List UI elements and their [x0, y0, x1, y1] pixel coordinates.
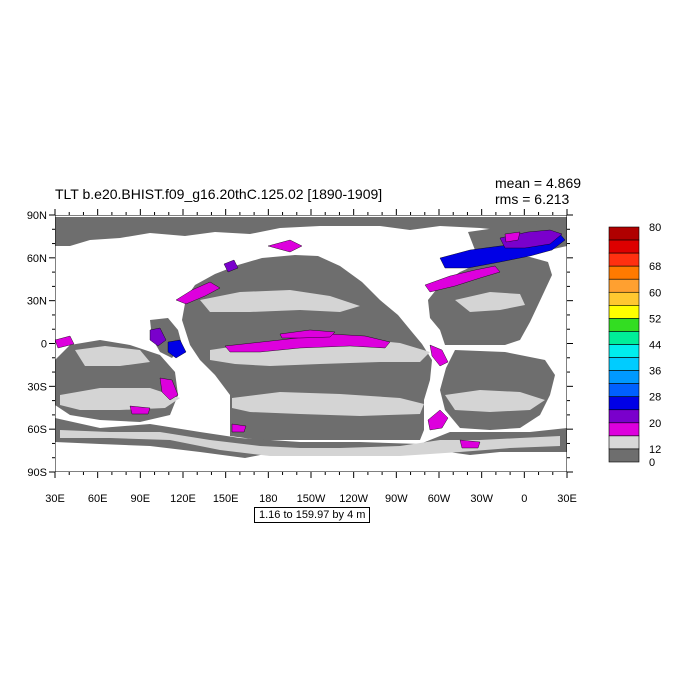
colorbar-box [608, 344, 640, 358]
colorbar-label: 80 [649, 222, 661, 234]
lat-label: 60S [27, 424, 47, 436]
rms-stat: rms = 6.213 [495, 191, 570, 207]
lat-label: 30N [27, 296, 47, 308]
rms-label: rms [495, 191, 519, 207]
colorbar-box [608, 396, 640, 411]
west-indian-magenta [159, 377, 179, 401]
drake-passage-magenta [427, 409, 449, 431]
lon-label: 0 [521, 493, 527, 505]
colorbar-box [608, 357, 640, 371]
mean-label: mean [495, 175, 531, 191]
lon-label: 90W [385, 493, 408, 505]
colorbar-box [608, 318, 640, 332]
colorbar-box [608, 448, 640, 463]
colorbar-box [608, 291, 640, 306]
lon-label: 150E [213, 493, 239, 505]
colorbar-box [608, 331, 640, 345]
north-pacific-band [200, 290, 360, 312]
greenland-magenta [504, 231, 521, 243]
colorbar-label: 60 [649, 287, 661, 299]
colorbar-label: 68 [649, 261, 661, 273]
colorbar-box [608, 383, 640, 398]
lon-label: 30E [45, 493, 65, 505]
kuroshio-magenta [175, 281, 221, 305]
colorbar-box [608, 422, 640, 437]
colorbar-label: 20 [649, 418, 661, 430]
bering-magenta [267, 239, 303, 253]
plot-title: TLT b.e20.BHIST.f09_g16.20thC.125.02 [18… [55, 186, 383, 202]
colorbar-box [608, 252, 640, 267]
colorbar-label: 36 [649, 366, 661, 378]
arctic-ocean [55, 217, 567, 246]
north-atlantic-purple [499, 229, 563, 249]
colorbar-box [608, 239, 640, 254]
lon-label: 60E [88, 493, 108, 505]
southern-light-band [60, 430, 560, 456]
colorbar-label: 0 [649, 457, 655, 469]
contour-range-label: 1.16 to 159.97 by 4 m [254, 507, 371, 523]
peru-magenta [429, 344, 449, 367]
lon-label: 30W [470, 493, 493, 505]
south-atlantic-band [445, 390, 545, 412]
colorbar-box [608, 278, 640, 293]
colorbar: 80 68 60 52 44 36 28 20 120 [608, 222, 661, 469]
indian-band [60, 388, 180, 410]
south-pacific-band [232, 392, 424, 416]
colorbar-label: 52 [649, 313, 661, 325]
colorbar-box [608, 226, 640, 241]
lat-label: 90S [27, 467, 47, 479]
mean-stat: mean = 4.869 [495, 175, 582, 191]
colorbar-box [608, 435, 640, 450]
lat-label: 60N [27, 253, 47, 265]
indo-blue [167, 339, 187, 359]
axis-ticks [49, 209, 573, 478]
axis-labels: 90N 60N 30N 0 30S 60S 90S 30E 60E 90E 120E 150E 180 1… [27, 210, 577, 505]
lat-label: 90N [27, 210, 47, 222]
okhotsk-purple [223, 259, 239, 273]
equatorial-magenta-band-2 [279, 329, 336, 339]
lon-label: 120W [339, 493, 368, 505]
south-atlantic-magenta [459, 439, 481, 449]
lon-label: 180 [259, 493, 277, 505]
rms-value: 6.213 [534, 191, 570, 207]
southern-magenta-2 [231, 423, 247, 433]
colorbar-box [608, 409, 640, 424]
colored-features-layer [55, 229, 566, 449]
mean-value: 4.869 [546, 175, 582, 191]
colorbar-box [608, 370, 640, 384]
colorbar-label: 12 [649, 444, 661, 456]
atlantic-mid-band [455, 292, 525, 312]
lon-label: 30E [557, 493, 577, 505]
lat-label: 30S [27, 381, 47, 393]
lon-label: 150W [297, 493, 326, 505]
arabian-magenta [55, 335, 75, 349]
southern-magenta-1 [129, 405, 151, 415]
indian-north-band [75, 346, 150, 366]
colorbar-label: 28 [649, 392, 661, 404]
colorbar-box [608, 305, 640, 319]
lon-label: 120E [170, 493, 196, 505]
indo-purple [149, 327, 167, 347]
lon-label: 90E [131, 493, 151, 505]
lon-label: 60W [428, 493, 451, 505]
north-atlantic-magenta [424, 265, 501, 293]
lat-label: 0 [41, 339, 47, 351]
map-area [55, 215, 567, 472]
colorbar-box [608, 265, 640, 280]
colorbar-label: 44 [649, 340, 661, 352]
